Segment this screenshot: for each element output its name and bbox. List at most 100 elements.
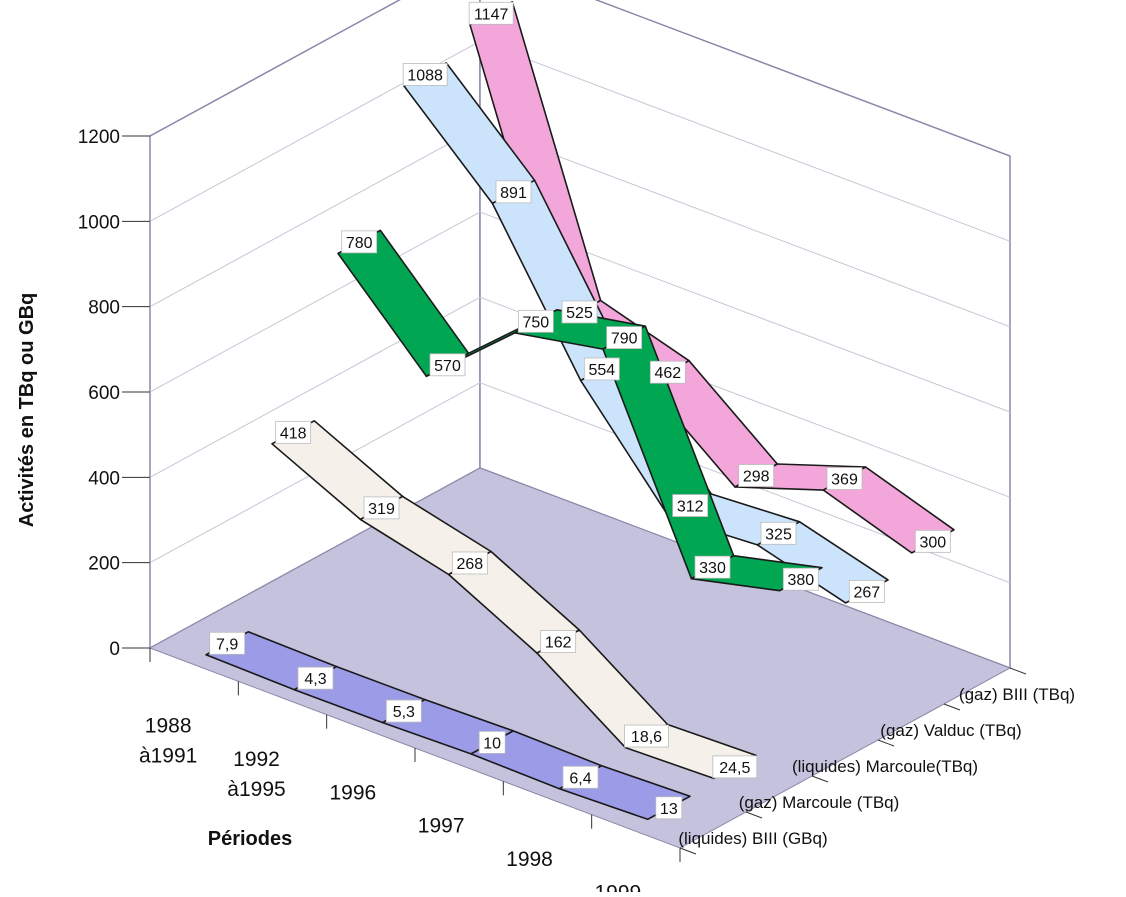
data-label-box [848, 580, 885, 603]
data-label-box [655, 796, 683, 820]
data-label: 6,4 [562, 765, 599, 789]
y-tick-label: 1000 [78, 212, 120, 233]
series-tick-mark [1009, 667, 1027, 675]
data-label-text: 380 [787, 572, 814, 589]
data-label-box [694, 555, 731, 579]
series-tick-mark [679, 847, 697, 855]
data-label-text: 554 [588, 362, 615, 379]
data-label-box [583, 357, 620, 381]
data-label-box [478, 731, 506, 754]
series-tick-mark [811, 775, 829, 783]
data-label: 24,5 [712, 755, 758, 779]
data-label: 380 [782, 567, 819, 591]
data-label: 267 [848, 580, 885, 603]
data-label: 790 [606, 326, 643, 350]
data-label-box [341, 230, 378, 254]
data-label: 1088 [402, 63, 448, 86]
data-label: 780 [341, 230, 378, 254]
data-label-box [672, 494, 709, 517]
data-label: 298 [738, 464, 775, 487]
data-label-text: 10 [483, 735, 501, 752]
data-label-box [712, 755, 758, 779]
data-label: 10 [478, 731, 506, 754]
data-label: 5,3 [385, 699, 422, 723]
gridline [149, 382, 1011, 584]
data-label-box [297, 666, 334, 690]
data-label-box [540, 630, 577, 653]
data-label-text: 5,3 [393, 704, 415, 721]
data-label-box [468, 1, 514, 25]
data-label-text: 891 [500, 185, 527, 202]
series-tick-mark [877, 739, 895, 747]
gridline [149, 296, 1011, 498]
data-label-text: 1088 [407, 67, 443, 84]
series-axis-label: (gaz) BIII (TBq) [959, 685, 1075, 704]
data-label-box [914, 529, 951, 553]
data-label-text: 162 [545, 635, 572, 652]
data-label-box [561, 300, 598, 324]
data-label-box [624, 724, 669, 748]
data-label: 1147 [468, 1, 514, 25]
data-label-box [275, 420, 312, 444]
data-label-box [517, 309, 554, 333]
data-label-text: 268 [456, 556, 483, 573]
y-axis-title: Activités en TBq ou GBq [16, 293, 38, 527]
y-tick-label: 1200 [78, 127, 120, 148]
data-label-text: 13 [660, 801, 678, 818]
y-tick-label: 0 [109, 639, 120, 660]
x-tick-label: 1988 [145, 715, 192, 738]
data-label-text: 369 [831, 472, 858, 489]
data-label-text: 462 [654, 365, 681, 382]
series-tick-mark [943, 703, 961, 711]
x-axis-title: Périodes [208, 828, 292, 850]
data-label: 418 [275, 420, 312, 444]
data-label: 570 [429, 353, 466, 377]
data-label-text: 300 [919, 534, 946, 551]
data-label: 4,3 [297, 666, 334, 690]
data-label-text: 24,5 [719, 760, 750, 777]
data-label-text: 750 [522, 314, 549, 331]
data-label-box [429, 353, 466, 377]
data-label-text: 418 [280, 425, 307, 442]
data-label-text: 525 [566, 305, 593, 322]
data-label-box [826, 467, 863, 490]
data-label: 750 [517, 309, 554, 333]
y-tick-label: 600 [88, 383, 120, 404]
data-label: 369 [826, 467, 863, 490]
x-tick-label: 1998 [506, 848, 553, 871]
x-tick-label: 1997 [418, 815, 465, 838]
data-label: 525 [561, 300, 598, 324]
data-label-box [562, 765, 599, 789]
data-label-box [363, 496, 400, 520]
data-label: 554 [583, 357, 620, 381]
data-label-text: 7,9 [216, 636, 238, 653]
data-label-text: 6,4 [569, 770, 591, 787]
series-axis-label: (liquides) Marcoule(TBq) [792, 757, 978, 776]
x-tick-label: 1996 [329, 781, 376, 804]
data-label: 300 [914, 529, 951, 553]
data-label: 891 [495, 180, 532, 204]
data-label-box [782, 567, 819, 591]
data-label-box [402, 63, 448, 86]
data-label-text: 18,6 [631, 729, 662, 746]
data-label: 7,9 [209, 631, 246, 655]
x-tick-label: à1995 [227, 778, 285, 801]
data-label-box [606, 326, 643, 350]
data-label-text: 790 [611, 331, 638, 348]
data-label-box [738, 464, 775, 487]
y-tick-label: 400 [88, 468, 120, 489]
data-label-text: 319 [368, 501, 395, 518]
data-label-box [385, 699, 422, 723]
data-label-text: 298 [743, 469, 770, 486]
series-axis: (liquides) BIII (GBq) (gaz) Marcoule (TBq… [678, 667, 1075, 855]
data-label: 312 [672, 494, 709, 517]
data-label: 268 [451, 551, 488, 575]
data-label-text: 325 [765, 526, 792, 543]
data-label-text: 570 [434, 358, 461, 375]
series-axis-label: (gaz) Valduc (TBq) [880, 721, 1021, 740]
data-label: 325 [760, 521, 797, 545]
data-label-box [495, 180, 532, 204]
y-axis: 0 200 400 600 800 1000 1200 [78, 127, 150, 660]
